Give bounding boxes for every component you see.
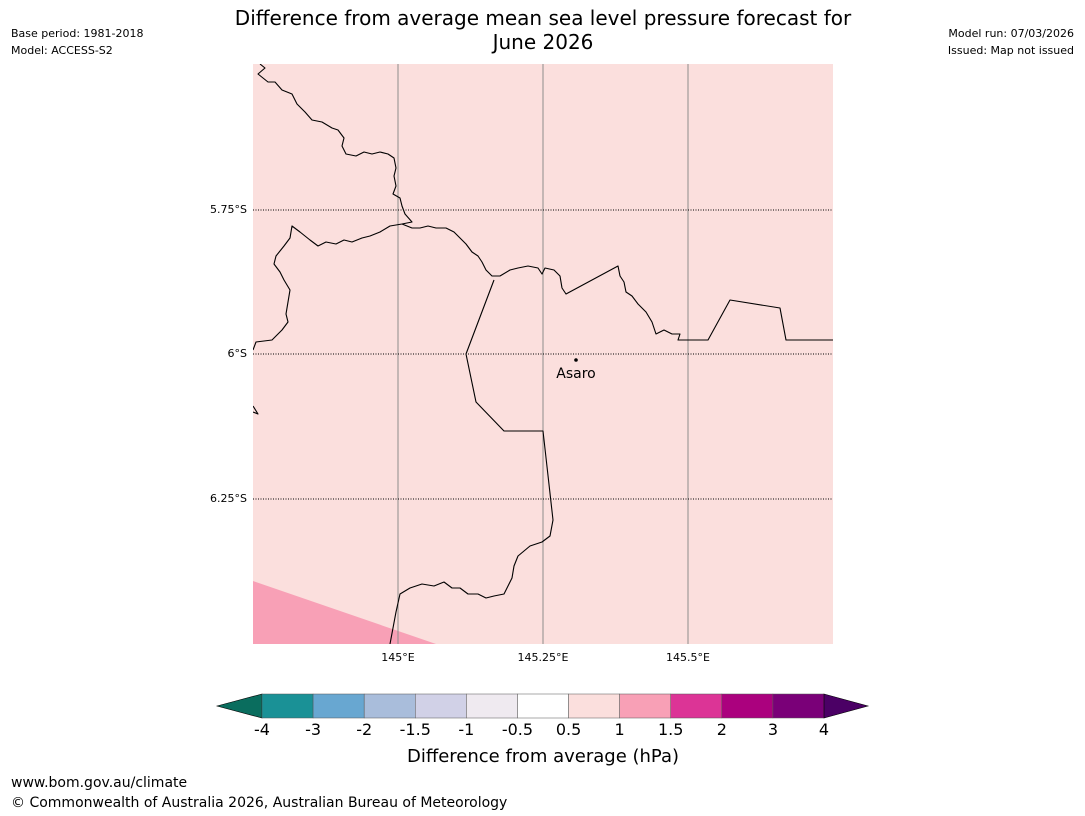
colorbar: -4 -3 -2 -1.5 -1 -0.5 0.5 1 1.5 2 3 4 Difference fr…	[215, 693, 870, 767]
lat-label-6-25: 6.25°S	[210, 492, 247, 505]
lon-label-145-25: 145.25°E	[518, 651, 569, 664]
footer-copyright: © Commonwealth of Australia 2026, Austra…	[11, 795, 508, 811]
colorbar-bin	[568, 693, 620, 719]
anomaly-field-high	[253, 581, 436, 644]
meta-right: Model run: 07/03/2026 Issued: Map not is…	[948, 25, 1074, 59]
meta-left: Base period: 1981-2018 Model: ACCESS-S2	[11, 25, 143, 59]
colorbar-tick-label: 3	[768, 720, 778, 739]
colorbar-tick-label: -3	[305, 720, 321, 739]
colorbar-bin	[517, 693, 569, 719]
colorbar-bin	[363, 693, 416, 719]
colorbar-tick-label: -1.5	[400, 720, 431, 739]
footer-url: www.bom.gov.au/climate	[11, 775, 188, 791]
lon-label-145: 145°E	[381, 651, 414, 664]
colorbar-tick-label: 1.5	[658, 720, 683, 739]
colorbar-bin	[772, 693, 825, 719]
colorbar-bin	[415, 693, 467, 719]
colorbar-tick-label: 0.5	[556, 720, 581, 739]
colorbar-bin	[261, 693, 314, 719]
colorbar-tick-label: -4	[254, 720, 270, 739]
model-name: Model: ACCESS-S2	[11, 44, 113, 57]
colorbar-above-triangle	[823, 693, 870, 719]
boundary-west-edge	[253, 405, 259, 415]
colorbar-tick-label: 2	[717, 720, 727, 739]
boundary-central-east	[401, 223, 833, 341]
place-marker-dot	[574, 358, 578, 362]
model-run: Model run: 07/03/2026	[948, 27, 1074, 40]
colorbar-tick-label: -0.5	[502, 720, 533, 739]
colorbar-title: Difference from average (hPa)	[407, 746, 679, 767]
colorbar-bin	[312, 693, 365, 719]
base-period: Base period: 1981-2018	[11, 27, 144, 40]
lon-label-145-5: 145.5°E	[666, 651, 710, 664]
title-line-2: June 2026	[492, 30, 594, 54]
colorbar-bin	[670, 693, 723, 719]
colorbar-bin	[619, 693, 671, 719]
boundary-west	[253, 223, 403, 351]
colorbar-bin	[466, 693, 518, 719]
colorbar-below-triangle	[215, 693, 263, 719]
issued-status: Issued: Map not issued	[947, 44, 1074, 57]
colorbar-tick-label: 4	[819, 720, 829, 739]
map-title: Difference from average mean sea level p…	[200, 6, 886, 54]
lat-label-5-75: 5.75°S	[210, 203, 247, 216]
colorbar-bin	[721, 693, 774, 719]
colorbar-tick-label: -2	[356, 720, 372, 739]
colorbar-tick-label: 1	[615, 720, 625, 739]
boundary-diagonal-south	[389, 279, 554, 644]
place-label: Asaro	[556, 366, 595, 382]
title-line-1: Difference from average mean sea level p…	[234, 6, 852, 30]
lat-label-6: 6°S	[228, 347, 247, 360]
boundary-north-river	[257, 64, 413, 225]
colorbar-tick-label: -1	[458, 720, 474, 739]
